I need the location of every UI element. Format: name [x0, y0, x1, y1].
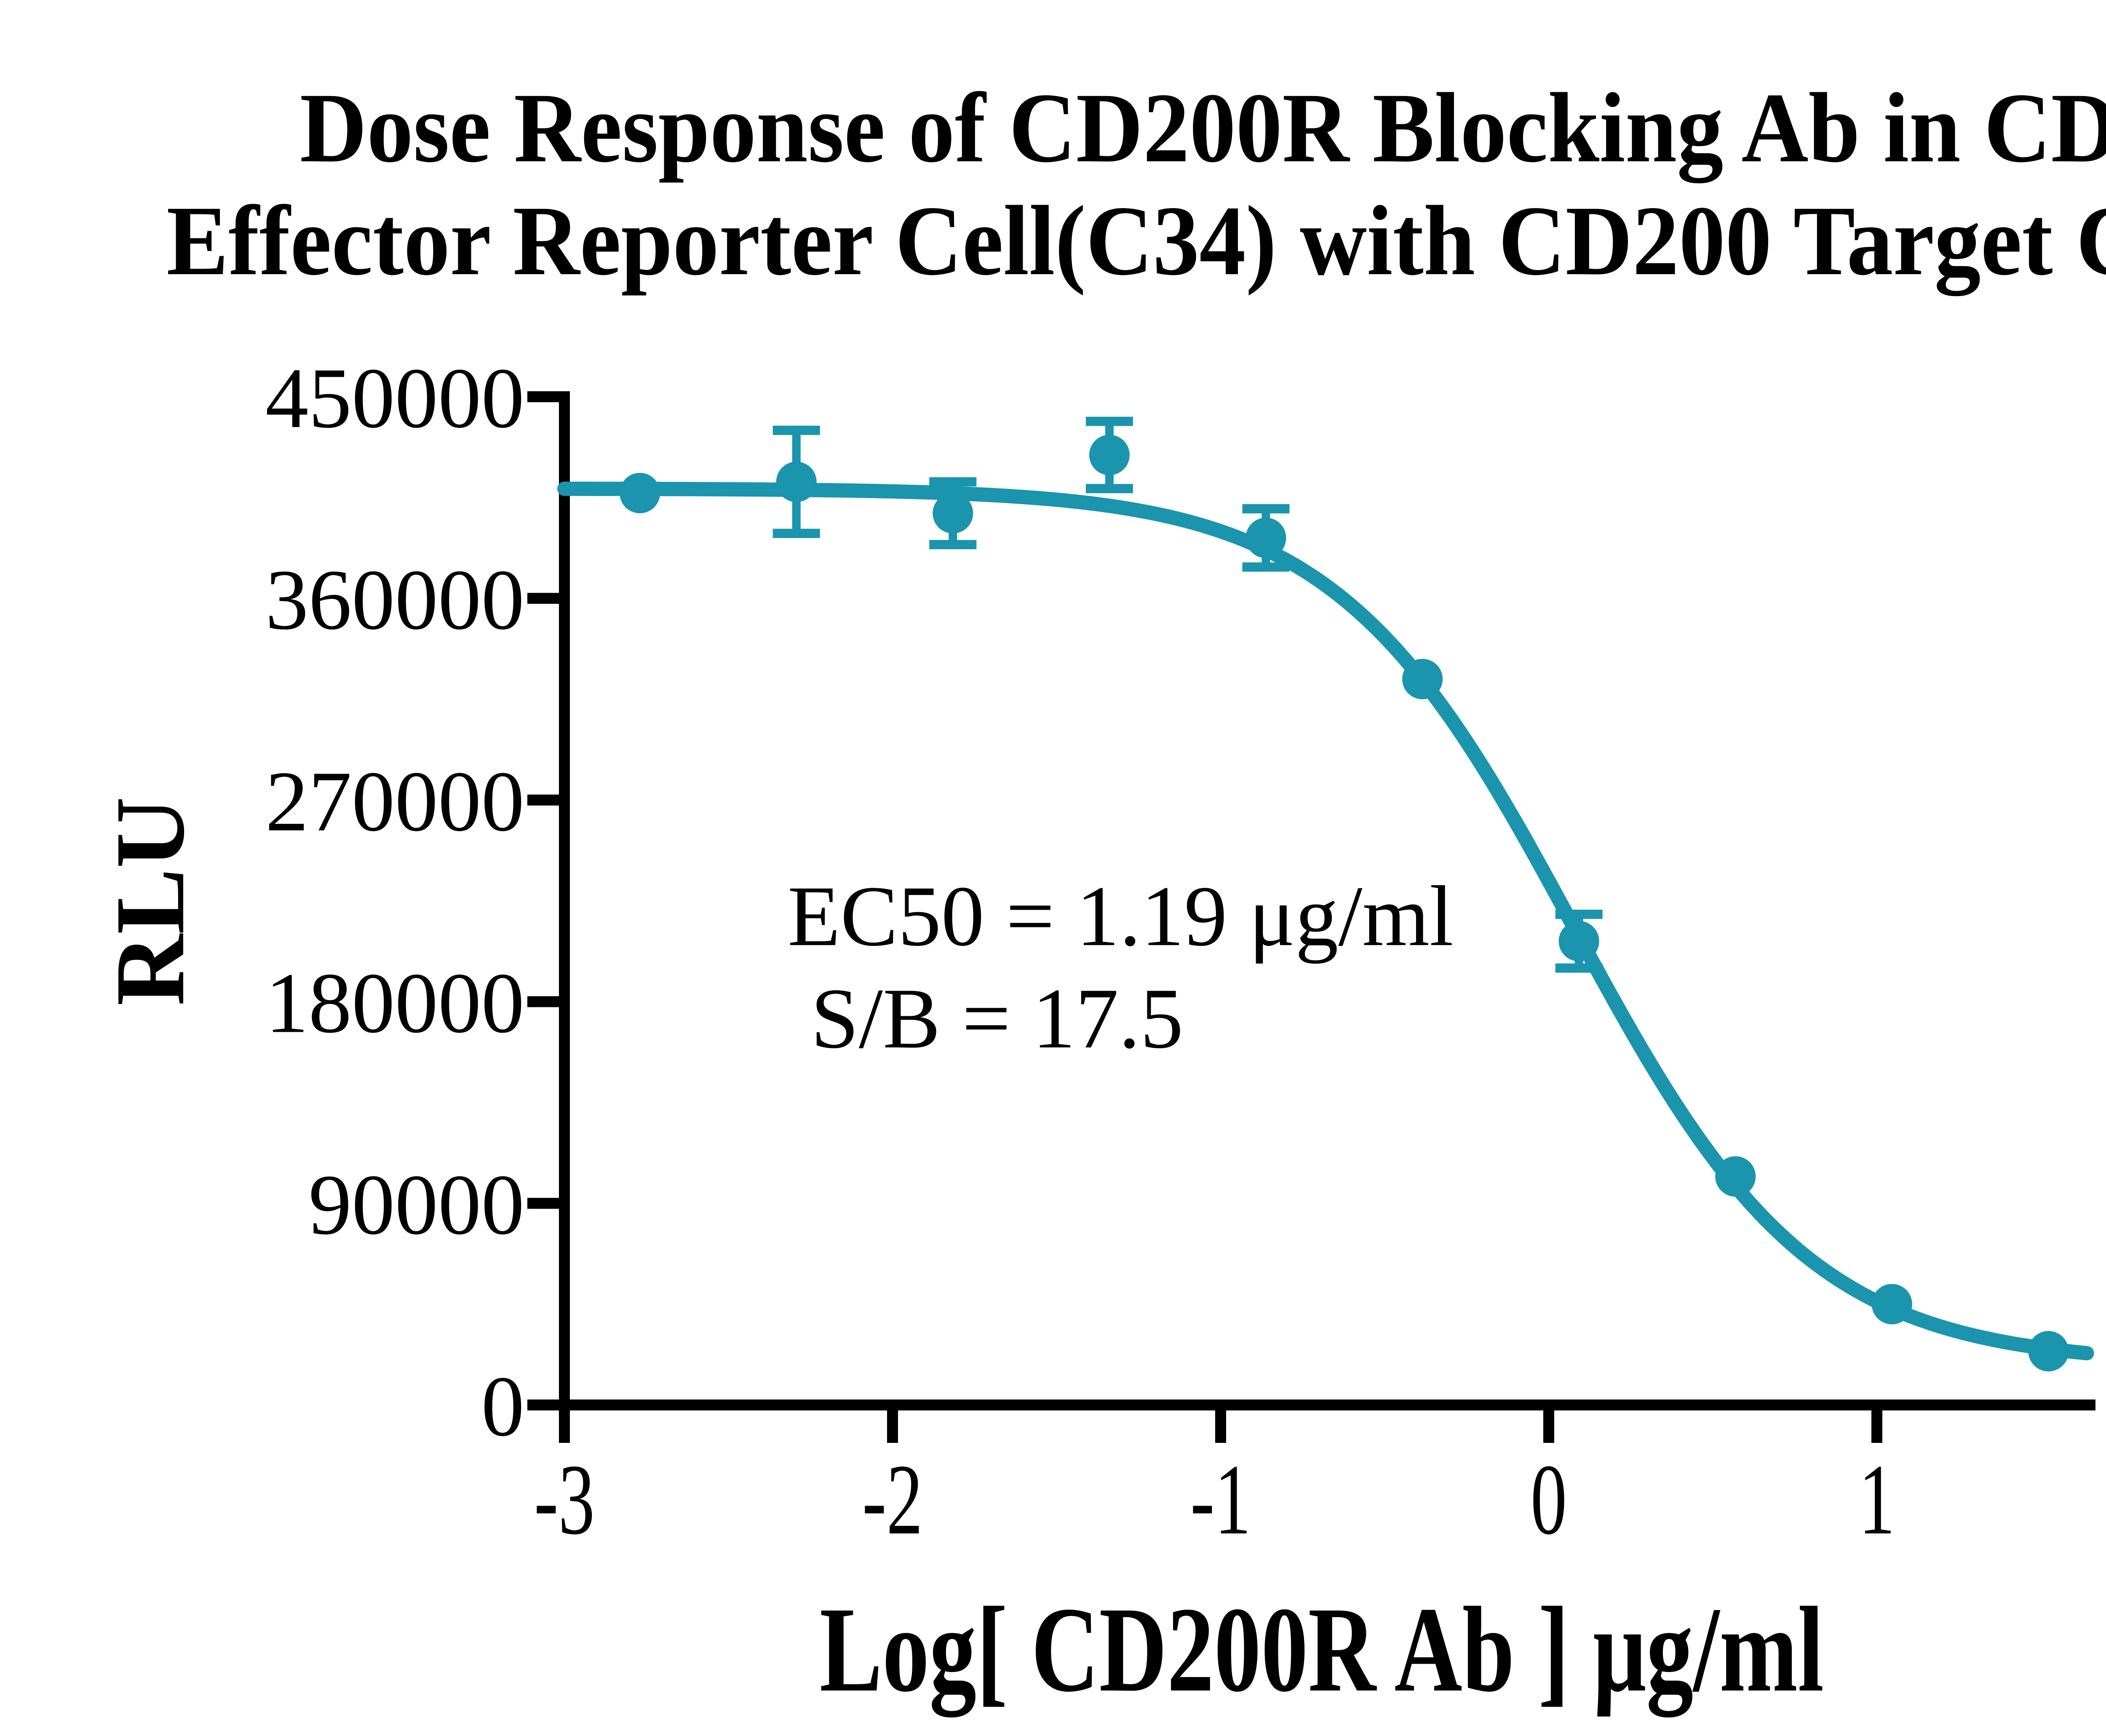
y-tick-label: 0	[481, 1359, 525, 1454]
annotation-sb: S/B = 17.5	[811, 971, 1184, 1066]
data-point-marker	[933, 493, 973, 534]
x-axis-title: Log[ CD200R Ab ] μg/ml	[820, 1581, 1824, 1719]
data-point-marker	[776, 462, 817, 502]
fit-curve	[557, 481, 2094, 1360]
data-point-marker	[2028, 1331, 2069, 1372]
x-tick-label: 0	[1531, 1444, 1567, 1556]
x-tick-label: 1	[1859, 1444, 1895, 1556]
y-tick-label: 270000	[265, 754, 524, 849]
y-tick-label: 450000	[265, 350, 524, 446]
x-tick-label: -1	[1190, 1444, 1251, 1556]
data-point-marker	[1402, 659, 1443, 700]
data-point-marker	[1245, 518, 1286, 558]
data-point-marker	[1089, 435, 1130, 475]
data-point-marker	[1715, 1156, 1756, 1197]
x-tick-label: -2	[862, 1444, 923, 1556]
y-axis-title: RLU	[95, 797, 205, 1006]
data-point-marker	[1558, 921, 1599, 961]
y-tick-label: 90000	[309, 1157, 525, 1253]
y-tick-label: 180000	[265, 955, 524, 1051]
y-tick-label: 360000	[265, 552, 524, 648]
annotation-ec50: EC50 = 1.19 μg/ml	[788, 868, 1454, 964]
chart-title-line2: Effector Reporter Cell(C34) with CD200 T…	[166, 185, 2106, 296]
data-point-marker	[620, 473, 660, 513]
data-point-marker	[1871, 1284, 1912, 1325]
x-tick-label: -3	[534, 1444, 595, 1556]
chart-title-line1: Dose Response of CD200R Blocking Ab in C…	[300, 72, 2106, 184]
